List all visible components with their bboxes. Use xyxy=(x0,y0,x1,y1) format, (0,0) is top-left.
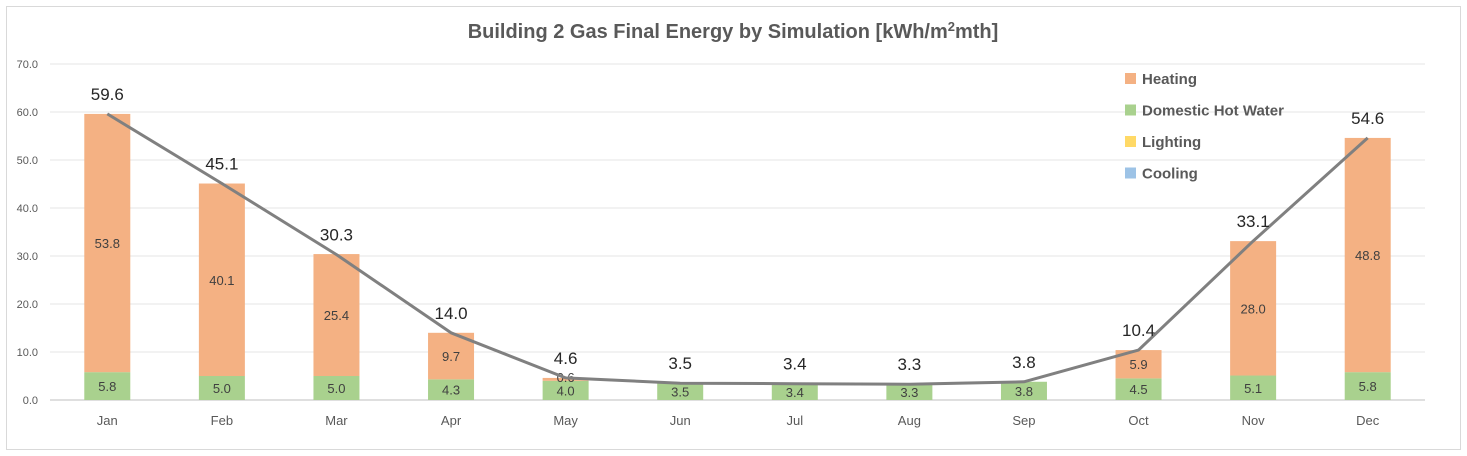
total-data-label: 3.3 xyxy=(898,355,922,374)
chart-frame xyxy=(6,6,1461,450)
y-tick-label: 60.0 xyxy=(17,107,38,119)
legend: Heating Domestic Hot Water Lighting Cooling xyxy=(1125,71,1284,183)
bar-segment xyxy=(771,383,818,400)
legend-label: Lighting xyxy=(1142,134,1201,151)
x-tick-label: Sep xyxy=(1012,413,1035,428)
y-tick-label: 10.0 xyxy=(17,347,38,359)
total-line-path xyxy=(106,112,1369,386)
bar-segment xyxy=(198,183,245,376)
y-tick-label: 50.0 xyxy=(17,155,38,167)
chart-title-main: Building 2 Gas Final Energy by Simulatio… xyxy=(468,21,948,43)
segment-data-label: 4.5 xyxy=(1130,382,1148,397)
gridlines xyxy=(50,63,1425,401)
segment-data-label: 3.3 xyxy=(900,385,918,400)
total-data-label: 3.5 xyxy=(668,354,692,373)
y-tick-label: 30.0 xyxy=(17,251,38,263)
legend-swatch xyxy=(1125,104,1136,116)
segment-data-label: 3.4 xyxy=(786,385,804,400)
bar-segment xyxy=(84,113,131,373)
total-data-label: 14.0 xyxy=(434,304,467,323)
segment-data-label: 3.8 xyxy=(1015,384,1033,399)
bar-segment xyxy=(1115,378,1162,400)
chart-title-tail: mth] xyxy=(955,21,998,43)
total-data-label: 3.4 xyxy=(783,355,807,374)
segment-data-label: 28.0 xyxy=(1240,301,1265,316)
total-data-label: 10.4 xyxy=(1122,321,1155,340)
x-tick-label: Jan xyxy=(97,413,118,428)
x-tick-label: Oct xyxy=(1128,413,1149,428)
legend-swatch xyxy=(1125,167,1136,179)
y-tick-label: 40.0 xyxy=(17,203,38,215)
segment-data-label: 5.8 xyxy=(1359,379,1377,394)
x-tick-label: Jul xyxy=(786,413,803,428)
bar-segment xyxy=(657,383,704,400)
total-data-label: 4.6 xyxy=(554,349,578,368)
x-tick-label: Apr xyxy=(441,413,462,428)
x-tick-label: May xyxy=(553,413,578,428)
segment-data-label: 5.1 xyxy=(1244,381,1262,396)
y-axis: 0.0 10.0 20.0 30.0 40.0 50.0 60.0 70.0 xyxy=(17,59,38,407)
bars: 5.853.85.040.15.025.44.39.74.00.63.5 3.4 3… xyxy=(84,113,1391,400)
segment-data-label: 5.9 xyxy=(1130,357,1148,372)
legend-swatch xyxy=(1125,73,1136,84)
bar-segment xyxy=(1230,375,1277,400)
bar-segment xyxy=(84,372,131,400)
chart-title-superscript: 2 xyxy=(948,19,955,34)
bar-segment xyxy=(1344,137,1391,373)
total-data-label: 59.6 xyxy=(91,85,124,104)
bar-segment xyxy=(428,332,475,380)
total-line: 59.6 45.1 30.3 14.0 4.6 3.5 3.4 3.3 3.8 10.4 33.1 5… xyxy=(91,85,1384,386)
y-tick-label: 70.0 xyxy=(17,59,38,71)
segment-data-label: 3.5 xyxy=(671,385,689,400)
y-tick-label: 20.0 xyxy=(17,299,38,311)
segment-data-label: 4.3 xyxy=(442,383,460,398)
x-tick-label: Dec xyxy=(1356,413,1380,428)
bar-segment xyxy=(1344,372,1391,400)
x-axis: Jan Feb Mar Apr May Jun Jul Aug Sep Oct Nov Dec xyxy=(97,413,1380,428)
segment-data-label: 5.0 xyxy=(327,381,345,396)
segment-data-label: 5.0 xyxy=(213,381,231,396)
segment-data-label: 25.4 xyxy=(324,308,349,323)
bar-segment xyxy=(886,384,933,400)
legend-label: Domestic Hot Water xyxy=(1142,103,1284,120)
x-tick-label: Mar xyxy=(325,413,348,428)
bar-segment xyxy=(428,379,475,400)
bar-segment xyxy=(1230,241,1277,376)
y-tick-label: 0.0 xyxy=(23,395,38,407)
total-data-label: 30.3 xyxy=(320,226,353,245)
bar-segment xyxy=(198,376,245,400)
segment-data-label: 40.1 xyxy=(209,273,234,288)
x-tick-label: Nov xyxy=(1242,413,1266,428)
bar-segment xyxy=(1000,381,1047,400)
segment-data-label: 4.0 xyxy=(557,383,575,398)
bar-segment xyxy=(542,380,589,400)
total-data-label: 54.6 xyxy=(1351,109,1384,128)
bar-segment xyxy=(313,254,360,376)
x-tick-label: Aug xyxy=(898,413,921,428)
legend-label: Heating xyxy=(1142,71,1197,88)
segment-data-label: 53.8 xyxy=(95,236,120,251)
segment-data-label: 9.7 xyxy=(442,349,460,364)
legend-swatch xyxy=(1125,136,1136,147)
x-tick-label: Jun xyxy=(670,413,691,428)
x-tick-label: Feb xyxy=(211,413,233,428)
segment-data-label: 48.8 xyxy=(1355,248,1380,263)
chart-title: Building 2 Gas Final Energy by Simulatio… xyxy=(468,19,999,44)
total-data-label: 33.1 xyxy=(1237,212,1270,231)
bar-segment xyxy=(313,376,360,400)
total-data-label: 45.1 xyxy=(205,155,238,174)
legend-label: Cooling xyxy=(1142,166,1198,183)
segment-data-label: 5.8 xyxy=(98,379,116,394)
total-data-label: 3.8 xyxy=(1012,353,1036,372)
